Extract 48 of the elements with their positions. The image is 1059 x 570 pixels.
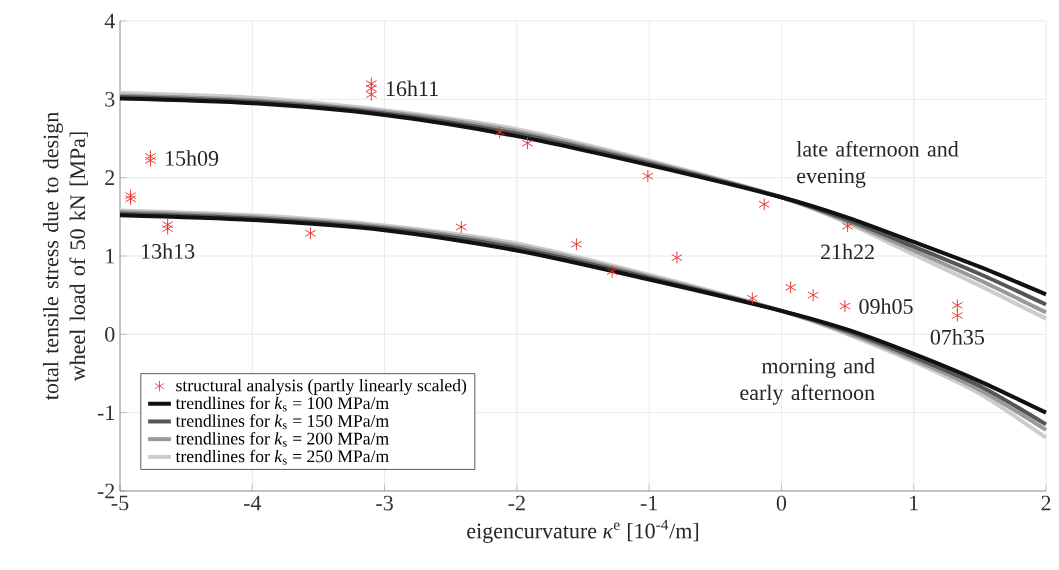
point: [521, 136, 534, 150]
point: [807, 288, 819, 302]
point: [570, 237, 583, 251]
y-tick-label: 1: [106, 248, 114, 264]
point: [455, 220, 467, 234]
x-tick-label: -3: [376, 495, 393, 511]
point: [161, 222, 174, 236]
y-tick-label: -1: [97, 405, 114, 420]
y-tick-label: 4: [104, 13, 115, 29]
point: [839, 299, 851, 313]
y-tick-label: 0: [105, 326, 115, 342]
y-tick-label: 2: [105, 170, 115, 185]
point: [606, 265, 618, 279]
x-tick-label: -2: [508, 495, 525, 511]
annotation: 09h05: [859, 298, 913, 314]
point: [365, 88, 378, 102]
point: [671, 251, 683, 265]
annotation: 21h22: [821, 243, 874, 260]
x-axis-title: eigencurvature κ$^{e}$ [10$^{-4}$/m]: [467, 519, 699, 543]
legend-label: trendlines for k$_{s}$ = 150 MPa/m: [175, 414, 389, 430]
y-tick-label: 3: [105, 91, 115, 107]
point: [951, 298, 964, 312]
x-tick-label: 0: [776, 495, 787, 511]
x-tick-label: -1: [640, 495, 657, 511]
point: [642, 169, 654, 183]
annotation: 07h35: [930, 329, 985, 345]
point: [785, 280, 797, 294]
annotation: 13h13: [142, 243, 195, 259]
annotation: 16h11: [386, 80, 438, 97]
point: [758, 197, 770, 211]
point: [304, 226, 317, 240]
annotation: late afternoon and evening: [796, 140, 959, 188]
point: [494, 125, 506, 139]
x-tick-label: 2: [1041, 495, 1051, 511]
legend-label: trendlines for k$_{s}$ = 250 MPa/m: [175, 449, 389, 465]
point: [841, 219, 854, 233]
annotation: 15h09: [165, 150, 219, 166]
legend-label: structural analysis (partly linearly scaled): [176, 378, 467, 396]
x-tick-label: -4: [243, 495, 262, 511]
point: [746, 291, 758, 305]
point: [144, 150, 157, 163]
x-tick-label: 1: [910, 495, 918, 511]
legend-label: trendlines for k$_{s}$ = 200 MPa/m: [175, 431, 389, 447]
point: [144, 153, 157, 167]
annotation: morning and early afternoon: [740, 357, 875, 405]
point: [951, 309, 964, 322]
legend-label: trendlines for k$_{s}$ = 100 MPa/m: [175, 396, 389, 412]
y-axis-title: total tensile stress due to design wheel load of 50 kN [MPa]: [42, 112, 88, 400]
